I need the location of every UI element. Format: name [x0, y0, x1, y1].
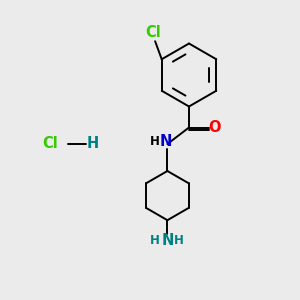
Text: Cl: Cl — [146, 26, 161, 40]
Text: N: N — [160, 134, 172, 149]
Text: O: O — [208, 120, 220, 135]
Text: H: H — [174, 234, 184, 247]
Text: H: H — [150, 135, 160, 148]
Text: N: N — [161, 233, 174, 248]
Text: H: H — [86, 136, 98, 152]
Text: H: H — [150, 234, 160, 247]
Text: Cl: Cl — [43, 136, 58, 152]
